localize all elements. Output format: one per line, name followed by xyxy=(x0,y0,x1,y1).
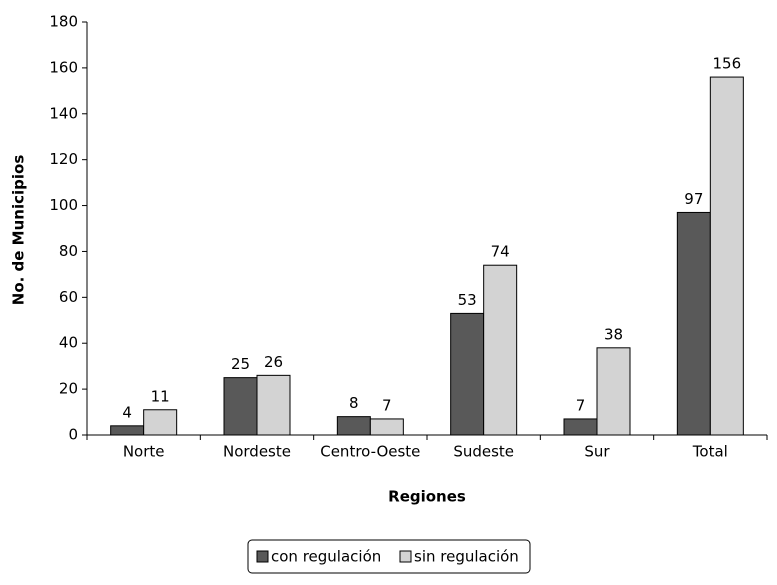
x-tick-label: Nordeste xyxy=(223,443,291,461)
legend-box xyxy=(247,539,531,574)
y-tick-label: 100 xyxy=(49,196,78,214)
bar xyxy=(563,418,598,436)
x-tick-label: Sudeste xyxy=(453,443,514,461)
bar xyxy=(369,418,404,436)
legend-swatch xyxy=(399,550,412,563)
bar xyxy=(483,264,518,436)
y-tick-label: 20 xyxy=(59,380,78,398)
value-label: 97 xyxy=(684,190,703,208)
value-label: 7 xyxy=(382,396,392,414)
value-label: 38 xyxy=(604,325,623,343)
y-tick-label: 60 xyxy=(59,288,78,306)
bar xyxy=(596,347,631,436)
value-label: 11 xyxy=(151,387,170,405)
y-tick-label: 160 xyxy=(49,58,78,76)
y-axis-label: No. de Municipios xyxy=(10,155,28,306)
legend-swatch xyxy=(256,550,269,563)
value-label: 74 xyxy=(491,243,510,261)
y-tick-label: 180 xyxy=(49,13,78,31)
value-label: 26 xyxy=(264,353,283,371)
bar xyxy=(676,211,711,436)
x-tick-label: Centro-Oeste xyxy=(320,443,420,461)
value-label: 4 xyxy=(122,403,132,421)
value-label: 25 xyxy=(231,355,250,373)
legend-label: con regulación xyxy=(271,548,381,566)
value-label: 7 xyxy=(576,396,586,414)
y-tick-label: 80 xyxy=(59,242,78,260)
bar xyxy=(143,409,178,436)
bar xyxy=(256,374,291,436)
value-label: 8 xyxy=(349,394,359,412)
bar xyxy=(336,416,371,436)
x-tick-label: Norte xyxy=(123,443,165,461)
x-tick-label: Total xyxy=(692,443,728,461)
value-label: 156 xyxy=(713,55,742,73)
legend-label: sin regulación xyxy=(414,548,519,566)
x-axis-label: Regiones xyxy=(388,488,466,506)
bar xyxy=(110,425,145,436)
y-tick-label: 40 xyxy=(59,334,78,352)
y-tick-label: 0 xyxy=(68,426,78,444)
y-tick-label: 120 xyxy=(49,150,78,168)
value-label: 53 xyxy=(458,291,477,309)
y-tick-label: 140 xyxy=(49,104,78,122)
x-tick-label: Sur xyxy=(584,443,610,461)
bar xyxy=(450,312,485,436)
bar xyxy=(223,377,258,436)
bar xyxy=(709,76,744,436)
